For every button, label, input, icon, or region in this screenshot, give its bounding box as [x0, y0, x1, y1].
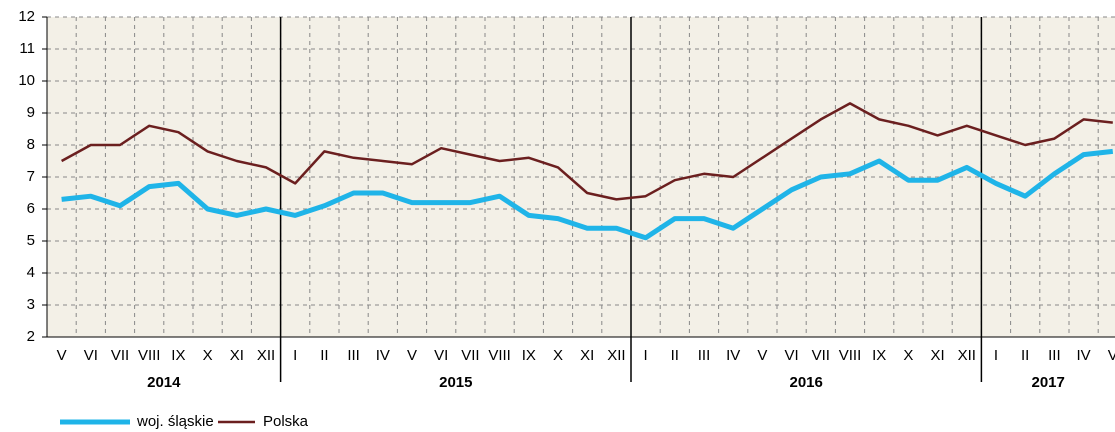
- x-tick-label: I: [994, 347, 998, 364]
- x-tick-label: X: [903, 347, 913, 364]
- y-tick-label: 5: [27, 232, 35, 249]
- x-tick-label: XI: [931, 347, 945, 364]
- y-tick-label: 8: [27, 136, 35, 153]
- x-tick-label: XI: [230, 347, 244, 364]
- y-tick-label: 12: [18, 8, 35, 25]
- x-tick-label: I: [644, 347, 648, 364]
- x-tick-label: XII: [958, 347, 976, 364]
- x-tick-label: VI: [434, 347, 448, 364]
- x-tick-label: II: [671, 347, 679, 364]
- x-tick-label: IV: [376, 347, 390, 364]
- y-tick-label: 3: [27, 296, 35, 313]
- legend-label: Polska: [263, 413, 309, 430]
- x-tick-label: IV: [1077, 347, 1091, 364]
- x-tick-label: XI: [580, 347, 594, 364]
- x-tick-label: III: [347, 347, 360, 364]
- series-line: [61, 148, 1114, 241]
- x-tick-label: VIII: [138, 347, 161, 364]
- x-tick-label: VIII: [488, 347, 511, 364]
- x-tick-label: VII: [111, 347, 129, 364]
- year-label: 2016: [790, 374, 823, 391]
- x-tick-label: II: [1021, 347, 1029, 364]
- series-line: [60, 102, 1113, 201]
- year-label: 2015: [439, 374, 472, 391]
- x-tick-label: IX: [872, 347, 886, 364]
- y-tick-label: 10: [18, 72, 35, 89]
- x-tick-label: V: [407, 347, 417, 364]
- x-tick-label: V: [57, 347, 67, 364]
- y-tick-label: 11: [19, 40, 35, 57]
- x-tick-label: X: [553, 347, 563, 364]
- x-tick-label: III: [698, 347, 711, 364]
- x-tick-label: XII: [257, 347, 275, 364]
- x-tick-label: V: [1108, 347, 1115, 364]
- x-tick-label: VI: [785, 347, 799, 364]
- x-tick-label: VII: [461, 347, 479, 364]
- year-label: 2014: [147, 374, 181, 391]
- y-tick-label: 2: [27, 328, 35, 345]
- legend-label: woj. śląskie: [136, 413, 214, 430]
- y-tick-label: 7: [27, 168, 35, 185]
- x-tick-label: X: [203, 347, 213, 364]
- x-tick-label: I: [293, 347, 297, 364]
- y-tick-label: 9: [27, 104, 35, 121]
- x-tick-label: III: [1048, 347, 1061, 364]
- x-tick-label: IV: [726, 347, 740, 364]
- x-tick-label: VIII: [839, 347, 862, 364]
- y-tick-label: 6: [27, 200, 35, 217]
- x-tick-label: XII: [607, 347, 625, 364]
- x-tick-label: II: [320, 347, 328, 364]
- x-tick-label: VII: [812, 347, 830, 364]
- x-tick-label: IX: [522, 347, 536, 364]
- x-tick-label: IX: [171, 347, 185, 364]
- x-tick-label: VI: [84, 347, 98, 364]
- year-label: 2017: [1032, 374, 1065, 391]
- y-tick-label: 4: [27, 264, 35, 281]
- x-tick-label: V: [757, 347, 767, 364]
